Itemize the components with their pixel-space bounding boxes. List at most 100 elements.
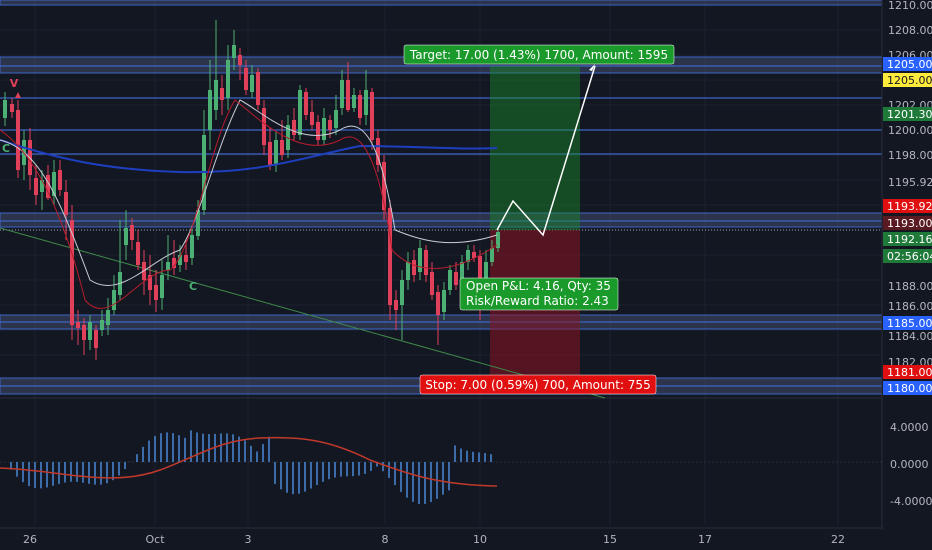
- candle[interactable]: [430, 272, 434, 295]
- candle[interactable]: [478, 256, 482, 280]
- candle[interactable]: [328, 120, 332, 130]
- candle[interactable]: [88, 322, 92, 340]
- price-tag[interactable]: [883, 73, 932, 87]
- ma-long[interactable]: [0, 139, 498, 174]
- candle[interactable]: [400, 280, 404, 305]
- candle[interactable]: [388, 208, 392, 305]
- stop-label[interactable]: [419, 374, 657, 395]
- candle[interactable]: [10, 104, 14, 112]
- candle[interactable]: [460, 262, 464, 282]
- price-tag[interactable]: [883, 107, 932, 121]
- candle[interactable]: [472, 252, 476, 258]
- candle[interactable]: [106, 310, 110, 325]
- trendline[interactable]: [0, 227, 606, 399]
- ma-fast[interactable]: [0, 99, 498, 309]
- price-tag[interactable]: [883, 199, 932, 213]
- candle[interactable]: [304, 92, 308, 115]
- candle[interactable]: [100, 320, 104, 330]
- candle[interactable]: [166, 262, 170, 270]
- candle[interactable]: [370, 92, 374, 140]
- candle[interactable]: [310, 112, 314, 125]
- candle[interactable]: [496, 232, 500, 248]
- candle[interactable]: [220, 88, 224, 100]
- candle[interactable]: [262, 108, 266, 145]
- candle[interactable]: [172, 258, 176, 268]
- candle[interactable]: [454, 272, 458, 285]
- candle[interactable]: [244, 68, 248, 90]
- candle[interactable]: [52, 172, 56, 196]
- price-zone[interactable]: [0, 0, 883, 6]
- candle[interactable]: [190, 235, 194, 258]
- price-tag[interactable]: [883, 57, 932, 71]
- candle[interactable]: [442, 290, 446, 312]
- candle[interactable]: [448, 270, 452, 290]
- candle[interactable]: [346, 80, 350, 110]
- candle[interactable]: [238, 55, 242, 65]
- projection-path[interactable]: [496, 65, 596, 237]
- price-tag[interactable]: [883, 216, 932, 230]
- candle[interactable]: [364, 90, 368, 115]
- candle[interactable]: [424, 250, 428, 275]
- candle[interactable]: [466, 250, 470, 262]
- candle[interactable]: [3, 100, 7, 118]
- candle[interactable]: [382, 162, 386, 210]
- candle[interactable]: [334, 110, 338, 128]
- candle[interactable]: [256, 72, 260, 105]
- candle[interactable]: [34, 178, 38, 195]
- candle[interactable]: [136, 242, 140, 265]
- candle[interactable]: [124, 228, 128, 245]
- target-zone[interactable]: [490, 66, 580, 230]
- price-tag[interactable]: [883, 249, 932, 263]
- candle[interactable]: [40, 180, 44, 192]
- plot-area[interactable]: [0, 0, 882, 530]
- candle[interactable]: [112, 290, 116, 310]
- candle[interactable]: [214, 80, 218, 110]
- candle[interactable]: [232, 45, 236, 58]
- candle[interactable]: [160, 275, 164, 298]
- candle[interactable]: [178, 255, 182, 265]
- candle[interactable]: [76, 322, 80, 328]
- candle[interactable]: [394, 300, 398, 310]
- candle[interactable]: [28, 140, 32, 175]
- candle[interactable]: [352, 95, 356, 108]
- candle[interactable]: [130, 225, 134, 240]
- candle[interactable]: [94, 330, 98, 348]
- candle[interactable]: [484, 262, 488, 278]
- candle[interactable]: [196, 210, 200, 236]
- price-tag[interactable]: [883, 316, 932, 330]
- candle[interactable]: [286, 125, 290, 150]
- candle[interactable]: [184, 255, 188, 262]
- candle[interactable]: [274, 140, 278, 165]
- candle[interactable]: [268, 142, 272, 165]
- candle[interactable]: [298, 90, 302, 135]
- candle[interactable]: [292, 120, 296, 135]
- candle[interactable]: [70, 220, 74, 325]
- candle[interactable]: [490, 248, 494, 262]
- candle[interactable]: [16, 110, 20, 170]
- candle[interactable]: [64, 192, 68, 215]
- candle[interactable]: [46, 175, 50, 198]
- price-tag[interactable]: [883, 232, 932, 246]
- candle[interactable]: [358, 95, 362, 118]
- candle[interactable]: [322, 118, 326, 140]
- candle[interactable]: [280, 140, 284, 155]
- candle[interactable]: [208, 90, 212, 130]
- price-tag[interactable]: [883, 365, 932, 379]
- candle[interactable]: [58, 170, 62, 190]
- osc-signal-line[interactable]: [0, 436, 498, 487]
- candle[interactable]: [316, 122, 320, 140]
- price-axis[interactable]: [882, 0, 932, 530]
- ma-short[interactable]: [0, 99, 498, 286]
- candle[interactable]: [406, 262, 410, 280]
- candle[interactable]: [154, 285, 158, 300]
- pnl-label[interactable]: [459, 277, 619, 311]
- candle[interactable]: [418, 248, 422, 272]
- candle[interactable]: [148, 275, 152, 290]
- candle[interactable]: [412, 260, 416, 275]
- candle[interactable]: [340, 80, 344, 108]
- candle[interactable]: [250, 75, 254, 92]
- candle[interactable]: [82, 325, 86, 340]
- target-label[interactable]: [403, 44, 675, 65]
- candle[interactable]: [376, 138, 380, 165]
